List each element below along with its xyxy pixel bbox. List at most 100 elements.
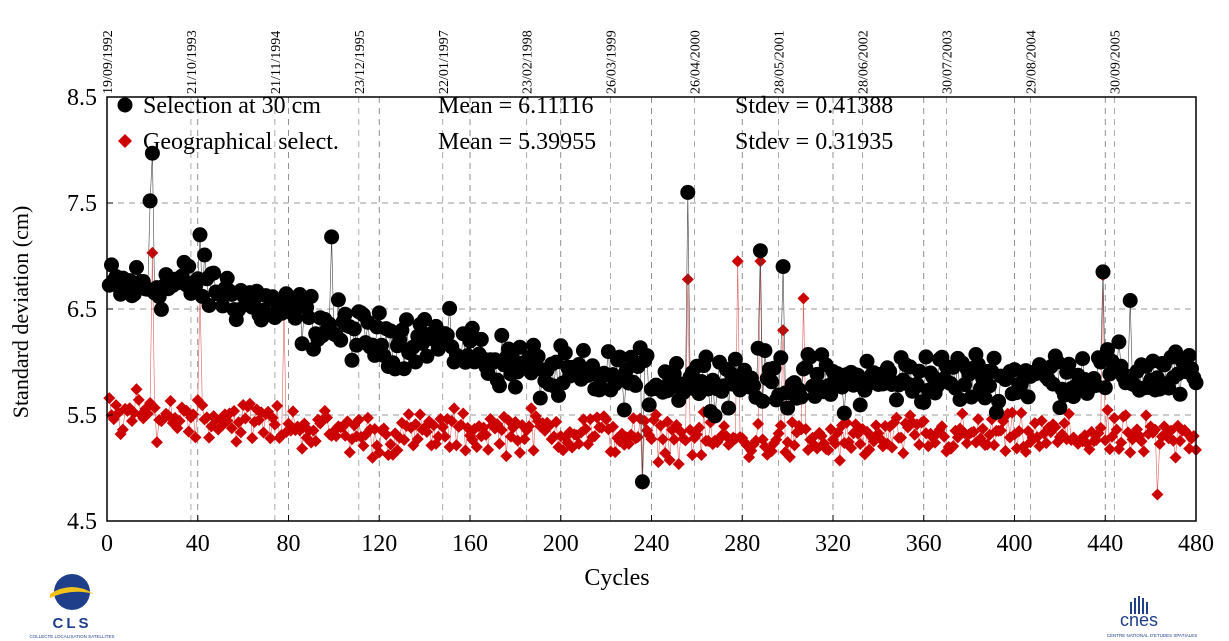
date-tick-label: 19/09/1992 bbox=[101, 30, 116, 94]
data-point bbox=[427, 419, 440, 432]
data-point bbox=[1149, 423, 1162, 436]
data-point bbox=[500, 450, 513, 463]
data-point bbox=[417, 312, 433, 327]
data-point bbox=[780, 400, 796, 416]
data-point bbox=[398, 433, 411, 446]
data-point bbox=[1167, 434, 1180, 447]
data-point bbox=[774, 419, 787, 432]
date-tick-label: 23/12/1995 bbox=[353, 30, 368, 94]
data-point bbox=[337, 306, 353, 322]
cls-swoosh-icon bbox=[50, 587, 94, 598]
data-point bbox=[859, 353, 875, 369]
data-point bbox=[504, 430, 517, 443]
data-point bbox=[294, 336, 310, 352]
data-point bbox=[396, 361, 412, 377]
data-point bbox=[292, 287, 308, 302]
data-point bbox=[809, 366, 825, 382]
data-point bbox=[373, 446, 386, 459]
data-point bbox=[799, 422, 812, 435]
data-point bbox=[1095, 264, 1111, 280]
data-point bbox=[622, 437, 635, 450]
y-axis-label: Standard deviation (cm) bbox=[8, 206, 33, 419]
data-point bbox=[527, 444, 540, 457]
data-point bbox=[196, 399, 209, 412]
data-point bbox=[479, 428, 492, 441]
data-point bbox=[1101, 403, 1114, 416]
data-point bbox=[333, 332, 349, 348]
y-tick-label: 8.5 bbox=[67, 85, 97, 111]
data-point bbox=[419, 348, 435, 364]
data-point bbox=[829, 437, 842, 450]
data-point bbox=[935, 420, 948, 433]
date-tick-label: 30/09/2005 bbox=[1108, 30, 1123, 94]
date-tick-label: 23/02/1998 bbox=[521, 30, 536, 94]
data-point bbox=[889, 392, 904, 408]
data-point bbox=[518, 433, 531, 446]
data-point bbox=[494, 327, 510, 343]
data-point bbox=[628, 377, 644, 393]
data-point bbox=[1115, 436, 1128, 449]
data-point bbox=[797, 292, 810, 305]
data-point bbox=[1124, 446, 1137, 459]
data-point bbox=[823, 386, 839, 402]
x-tick-label: 40 bbox=[186, 531, 210, 557]
data-point bbox=[600, 413, 613, 426]
data-point bbox=[616, 402, 632, 418]
data-point bbox=[1097, 380, 1113, 396]
data-point bbox=[1040, 437, 1053, 450]
data-point bbox=[788, 439, 801, 452]
date-tick-label: 30/07/2003 bbox=[940, 30, 955, 94]
data-point bbox=[752, 243, 768, 259]
data-point bbox=[863, 443, 876, 456]
data-point bbox=[408, 354, 424, 370]
data-point bbox=[909, 376, 925, 392]
data-point bbox=[661, 415, 674, 428]
data-point bbox=[399, 312, 414, 328]
data-point bbox=[507, 379, 523, 395]
data-point bbox=[1137, 445, 1150, 458]
data-point bbox=[132, 393, 145, 406]
data-point bbox=[1174, 434, 1187, 447]
data-point bbox=[551, 388, 566, 403]
data-point bbox=[802, 349, 818, 365]
data-point bbox=[307, 424, 320, 437]
data-point bbox=[619, 362, 634, 378]
data-point bbox=[1172, 386, 1188, 402]
data-point bbox=[952, 392, 968, 407]
data-point bbox=[1151, 488, 1164, 501]
data-point bbox=[513, 446, 526, 459]
data-point bbox=[994, 424, 1007, 437]
date-tick-label: 22/01/1997 bbox=[437, 30, 452, 94]
data-point bbox=[303, 288, 319, 304]
x-axis-label: Cycles bbox=[584, 565, 649, 591]
data-point bbox=[656, 433, 669, 446]
data-point bbox=[947, 440, 960, 453]
legend-mean: Mean = 6.11116 bbox=[438, 93, 594, 119]
data-point bbox=[686, 449, 699, 462]
data-point bbox=[679, 434, 692, 447]
x-tick-label: 320 bbox=[815, 531, 851, 557]
data-point bbox=[1135, 435, 1148, 448]
data-point bbox=[698, 349, 714, 365]
data-point bbox=[755, 393, 771, 409]
data-point bbox=[192, 227, 208, 243]
data-point bbox=[352, 413, 365, 426]
cnes-logo-subtext: CENTRE NATIONAL D'ETUDES SPATIALES bbox=[1107, 633, 1197, 638]
data-point bbox=[609, 446, 622, 459]
data-point bbox=[764, 374, 780, 390]
data-point bbox=[575, 343, 591, 358]
data-point bbox=[144, 145, 160, 161]
legend: Selection at 30 cm Mean = 6.11116 Stdev = … bbox=[117, 93, 893, 155]
y-tick-label: 4.5 bbox=[67, 509, 97, 535]
data-point bbox=[606, 420, 619, 433]
data-point bbox=[409, 418, 422, 431]
data-point bbox=[672, 458, 685, 471]
data-point bbox=[512, 339, 528, 355]
data-point bbox=[650, 408, 663, 421]
x-tick-label: 360 bbox=[906, 531, 942, 557]
data-point bbox=[197, 247, 213, 263]
data-point bbox=[153, 301, 169, 317]
date-tick-label: 21/11/1994 bbox=[269, 31, 284, 94]
data-point bbox=[309, 435, 322, 448]
